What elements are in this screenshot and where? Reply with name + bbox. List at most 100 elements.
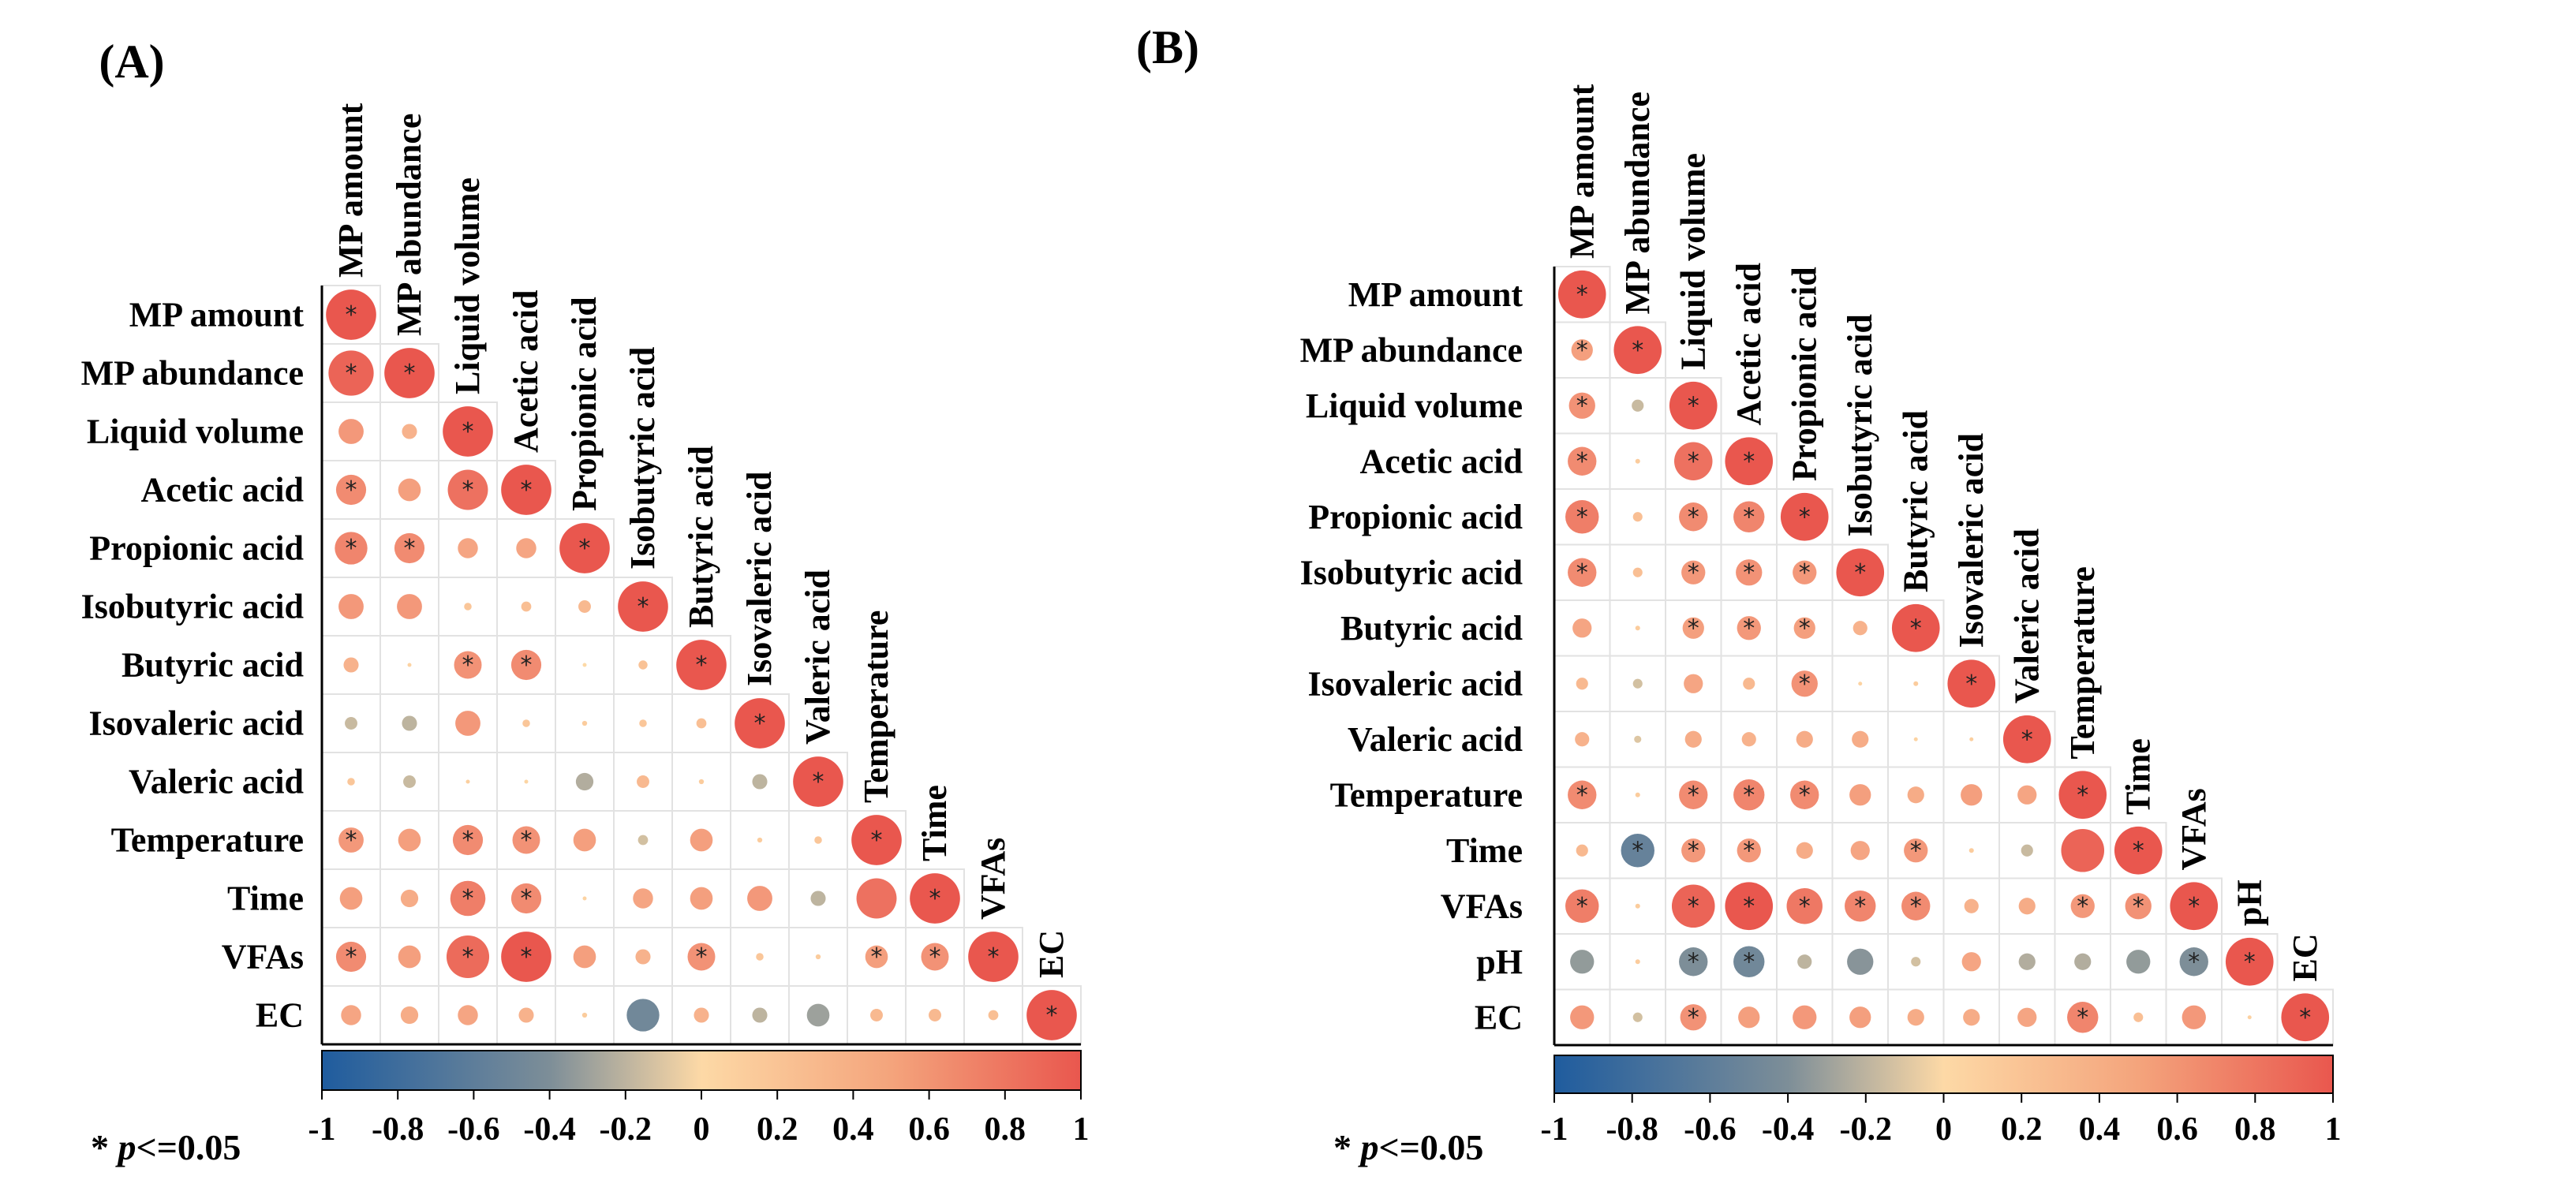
correlation-circle xyxy=(1635,792,1640,797)
colorbar-tick-label: -0.2 xyxy=(600,1111,652,1148)
significance-star: * xyxy=(1688,503,1699,531)
significance-star: * xyxy=(754,710,766,738)
column-label: MP amount xyxy=(1562,84,1601,259)
grid-cell xyxy=(1609,377,1666,435)
correlation-circle xyxy=(1671,884,1715,928)
correlation-circle xyxy=(384,348,435,398)
colorbar-tick-label: -0.4 xyxy=(1762,1111,1815,1148)
correlation-circle xyxy=(2061,828,2105,872)
significance-star: * xyxy=(2133,893,2144,920)
row-label: VFAs xyxy=(1441,887,1523,925)
correlation-circle xyxy=(1847,948,1874,975)
correlation-circle xyxy=(1836,548,1885,597)
significance-star: * xyxy=(696,943,708,971)
significance-star: * xyxy=(1688,392,1699,420)
correlation-circle xyxy=(326,289,376,340)
row-label: MP abundance xyxy=(1300,330,1523,369)
correlation-circle xyxy=(1790,780,1819,809)
row-label: Time xyxy=(1446,831,1523,870)
column-label: Propionic acid xyxy=(1785,267,1823,481)
correlation-circle xyxy=(1793,1005,1817,1029)
correlation-circle xyxy=(1947,659,1996,708)
correlation-circle xyxy=(735,698,785,749)
correlation-circle xyxy=(1793,617,1815,639)
correlation-circle xyxy=(637,835,649,846)
row-label: EC xyxy=(256,996,304,1035)
significance-note: * p<=0.05 xyxy=(1333,1127,1483,1167)
correlation-circle xyxy=(402,424,417,439)
colorbar-tick-label: -0.4 xyxy=(523,1111,576,1148)
significance-star: * xyxy=(1743,893,1755,920)
correlation-circle xyxy=(1679,502,1708,532)
correlation-circle xyxy=(988,1010,999,1021)
row-label: MP amount xyxy=(1348,275,1524,314)
correlation-circle xyxy=(1679,947,1708,976)
significance-star: * xyxy=(1743,948,1755,976)
significance-star: * xyxy=(1743,614,1755,642)
significance-star: * xyxy=(1688,1004,1699,1032)
column-label: Time xyxy=(915,785,954,861)
correlation-circle xyxy=(1741,732,1756,747)
colorbar-tick-label: 1 xyxy=(2325,1111,2342,1148)
correlation-circle xyxy=(335,941,367,973)
significance-star: * xyxy=(637,593,649,621)
correlation-circle xyxy=(1907,1009,1924,1026)
correlation-circle xyxy=(464,603,472,611)
column-label: Valeric acid xyxy=(798,569,837,745)
correlation-circle xyxy=(1684,674,1703,693)
correlation-circle xyxy=(638,660,648,670)
significance-star: * xyxy=(1576,337,1588,364)
correlation-circle xyxy=(1635,959,1640,965)
row-label: Isovaleric acid xyxy=(88,704,304,743)
correlation-circle xyxy=(402,715,417,731)
correlation-circle xyxy=(1576,678,1588,690)
correlation-circle xyxy=(1963,1009,1980,1026)
correlation-circle xyxy=(639,719,647,727)
correlation-circle xyxy=(1570,1005,1595,1029)
column-label: Liquid volume xyxy=(448,177,487,394)
row-label: Propionic acid xyxy=(89,529,304,568)
correlation-circle xyxy=(637,775,649,788)
colorbar-tick-label: 0.6 xyxy=(908,1111,950,1148)
row-label: MP amount xyxy=(129,296,305,334)
correlation-circle xyxy=(626,999,660,1032)
significance-star: * xyxy=(1910,614,1922,642)
colorbar-tick-label: 0.6 xyxy=(2156,1111,2198,1148)
correlation-circle xyxy=(747,886,772,911)
correlation-circle xyxy=(578,600,591,613)
significance-star: * xyxy=(1688,948,1699,976)
row-label: EC xyxy=(1475,998,1523,1036)
correlation-circle xyxy=(2058,771,2107,820)
correlation-circle xyxy=(1736,559,1763,586)
correlation-circle xyxy=(1961,952,1981,972)
significance-star: * xyxy=(521,943,533,971)
correlation-circle xyxy=(1632,1012,1643,1022)
correlation-circle xyxy=(400,1006,419,1025)
grid-cell xyxy=(730,810,790,870)
correlation-circle xyxy=(1568,392,1595,419)
column-label: Propionic acid xyxy=(565,297,604,511)
significance-star: * xyxy=(346,301,357,329)
correlation-circle xyxy=(394,532,425,564)
correlation-circle xyxy=(1907,786,1924,804)
correlation-circle xyxy=(2021,844,2033,857)
significance-star: * xyxy=(2188,948,2200,976)
column-label: Isovaleric acid xyxy=(1952,433,1991,648)
significance-star: * xyxy=(1910,893,1922,920)
correlation-circle xyxy=(1737,616,1761,640)
correlation-circle xyxy=(1679,780,1708,809)
significance-star: * xyxy=(1743,448,1755,476)
correlation-circle xyxy=(1632,678,1643,689)
significance-star: * xyxy=(1046,1002,1058,1029)
correlation-circle xyxy=(582,663,587,667)
row-label: Temperature xyxy=(111,821,304,860)
correlation-circle xyxy=(1634,735,1642,743)
correlation-circle xyxy=(690,828,713,852)
correlation-circle xyxy=(1680,1004,1707,1031)
correlation-circle xyxy=(870,1009,883,1021)
significance-star: * xyxy=(346,943,357,971)
correlation-circle xyxy=(687,943,716,971)
correlation-circle xyxy=(338,827,364,853)
correlation-circle xyxy=(1026,990,1077,1040)
correlation-circle xyxy=(512,826,540,854)
